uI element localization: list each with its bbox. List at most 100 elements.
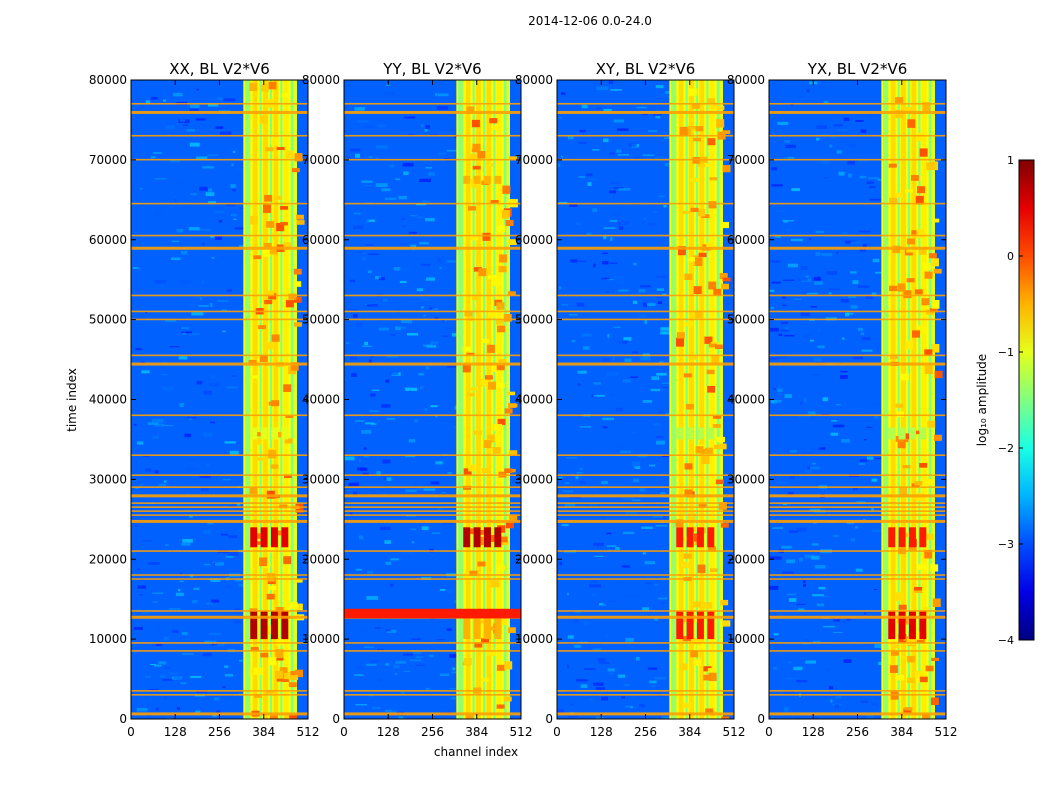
rfi-blotch — [465, 715, 474, 719]
noise-cell — [202, 652, 212, 657]
panel-title: YY, BL V2*V6 — [382, 60, 481, 78]
noise-cell — [240, 643, 243, 648]
noise-cell — [214, 210, 225, 214]
rfi-blotch — [482, 467, 491, 474]
rfi-blotch — [507, 391, 516, 396]
noise-cell — [206, 602, 213, 605]
noise-cell — [165, 319, 177, 322]
noise-cell — [226, 289, 232, 292]
noise-cell — [615, 407, 623, 412]
noise-cell — [845, 240, 851, 244]
rfi-blotch — [504, 468, 513, 474]
noise-cell — [234, 608, 241, 612]
rfi-time-row — [557, 650, 734, 652]
rfi-blotch — [509, 450, 518, 456]
rfi-channel-stripe — [294, 80, 297, 719]
rfi-blotch — [492, 125, 501, 130]
strong-amplitude-block — [707, 527, 715, 548]
noise-cell — [655, 525, 668, 527]
noise-cell — [855, 407, 866, 410]
rfi-blotch — [471, 294, 480, 301]
noise-cell — [377, 648, 384, 651]
rfi-time-row — [131, 294, 308, 297]
noise-cell — [817, 345, 825, 349]
rfi-time-row — [557, 102, 734, 105]
noise-cell — [202, 242, 205, 246]
noise-cell — [609, 393, 616, 396]
rfi-blotch — [266, 572, 275, 582]
rfi-blotch — [254, 457, 263, 461]
rfi-channel-stripe — [911, 80, 917, 719]
rfi-blotch — [283, 242, 292, 250]
noise-cell — [800, 266, 808, 270]
rfi-blotch — [701, 455, 710, 465]
noise-cell — [432, 532, 441, 534]
noise-cell — [232, 188, 236, 192]
rfi-blotch — [722, 620, 731, 627]
strong-amplitude-block — [260, 611, 268, 640]
rfi-blotch — [493, 277, 502, 286]
rfi-blotch — [895, 403, 904, 408]
noise-cell — [375, 627, 381, 629]
rfi-blotch — [469, 153, 478, 161]
noise-cell — [211, 256, 215, 259]
rfi-time-row — [769, 494, 946, 498]
noise-cell — [206, 154, 219, 156]
rfi-blotch — [265, 341, 274, 350]
rfi-blotch — [294, 578, 303, 583]
noise-cell — [170, 257, 181, 261]
rfi-blotch — [718, 501, 727, 510]
noise-cell — [805, 660, 816, 664]
noise-cell — [349, 220, 358, 224]
noise-cell — [154, 423, 165, 427]
rfi-blotch — [264, 299, 273, 305]
noise-cell — [210, 375, 216, 378]
noise-cell — [818, 586, 826, 590]
noise-cell — [558, 117, 563, 119]
rfi-blotch — [902, 532, 911, 538]
noise-cell — [782, 711, 793, 713]
noise-cell — [449, 421, 455, 423]
noise-cell — [196, 88, 199, 91]
rfi-blotch — [268, 657, 277, 666]
rfi-channel-stripe — [496, 80, 502, 719]
noise-cell — [159, 284, 165, 287]
noise-cell — [352, 314, 358, 318]
rfi-time-row — [131, 642, 308, 644]
rfi-channel-stripe — [245, 80, 251, 719]
noise-cell — [354, 674, 364, 677]
noise-cell — [785, 229, 792, 231]
rfi-blotch — [914, 289, 923, 295]
rfi-time-row — [769, 615, 946, 619]
noise-cell — [446, 628, 452, 632]
noise-cell — [368, 253, 379, 255]
rfi-time-row — [344, 234, 521, 237]
x-tick-label: 128 — [164, 725, 187, 739]
noise-cell — [781, 545, 792, 549]
rfi-blotch — [918, 325, 927, 335]
noise-cell — [637, 644, 640, 647]
rfi-blotch — [919, 463, 928, 468]
noise-cell — [419, 242, 429, 245]
rfi-time-row — [344, 514, 521, 516]
noise-cell — [789, 450, 798, 453]
noise-cell — [812, 462, 817, 465]
noise-cell — [571, 339, 576, 343]
noise-cell — [166, 717, 173, 719]
noise-cell — [658, 597, 668, 600]
noise-cell — [358, 628, 368, 632]
noise-cell — [425, 366, 430, 370]
rfi-blotch — [907, 655, 916, 663]
strong-amplitude-block — [697, 611, 704, 640]
noise-cell — [139, 484, 144, 487]
noise-cell — [654, 584, 659, 586]
noise-cell — [136, 708, 148, 712]
noise-cell — [780, 321, 789, 324]
noise-cell — [806, 89, 810, 93]
noise-cell — [173, 92, 183, 97]
rfi-blotch — [706, 242, 715, 249]
rfi-channel-stripe — [273, 80, 279, 719]
rfi-channel-stripe — [507, 80, 510, 719]
noise-cell — [405, 489, 417, 493]
noise-cell — [595, 687, 606, 690]
